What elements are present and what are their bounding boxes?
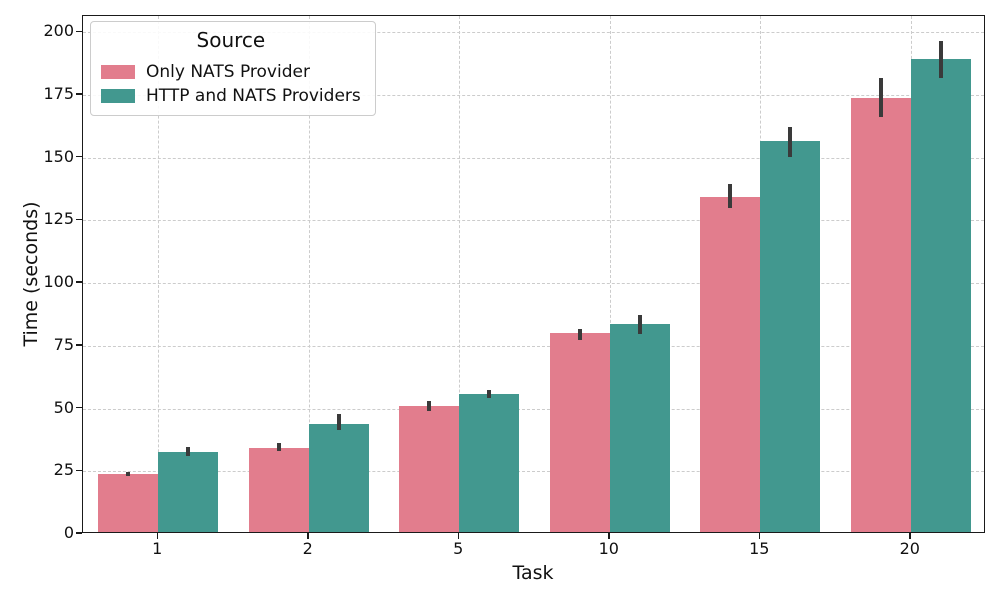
legend-swatch-only-nats-icon: [101, 65, 135, 79]
x-tick-label-15: 15: [749, 539, 770, 558]
y-tick-mark-25: [76, 469, 82, 472]
x-tick-mark-10: [608, 533, 610, 539]
y-tick-label-200: 200: [43, 21, 74, 41]
error-bar-only-nats-task-20: [878, 77, 883, 117]
bar-only-nats-task-15: [700, 196, 761, 532]
y-tick-mark-100: [76, 281, 82, 283]
y-tick-label-75: 75: [53, 334, 74, 354]
legend-label-http-nats: HTTP and NATS Providers: [146, 86, 361, 106]
legend-title: Source: [196, 28, 266, 52]
error-bar-only-nats-task-1: [126, 471, 131, 477]
y-tick-mark-150: [76, 155, 82, 158]
h-gridline-25: [83, 471, 984, 473]
x-tick-label-20: 20: [899, 539, 920, 558]
bar-http-nats-task-2: [308, 423, 369, 532]
bar-http-nats-task-5: [459, 393, 520, 532]
legend-label-only-nats: Only NATS Provider: [146, 62, 310, 82]
bar-http-nats-task-15: [760, 141, 821, 532]
y-tick-label-100: 100: [43, 272, 74, 292]
y-tick-mark-125: [76, 218, 82, 221]
y-tick-mark-175: [76, 93, 82, 95]
v-gridline-2: [308, 16, 310, 532]
legend-item-only-nats: Only NATS Provider: [101, 62, 361, 82]
y-tick-mark-50: [76, 406, 82, 409]
error-bar-http-nats-task-2: [336, 414, 341, 431]
x-tick-mark-5: [457, 533, 459, 539]
error-bar-only-nats-task-10: [577, 328, 582, 340]
error-bar-http-nats-task-20: [938, 41, 943, 79]
legend: Source Only NATS Provider HTTP and NATS …: [90, 21, 376, 116]
x-tick-mark-2: [307, 533, 309, 539]
y-tick-mark-0: [76, 532, 82, 534]
y-tick-label-175: 175: [43, 84, 74, 104]
bar-http-nats-task-10: [609, 323, 670, 532]
error-bar-only-nats-task-5: [427, 400, 432, 411]
h-gridline-50: [83, 408, 984, 410]
y-tick-mark-75: [76, 344, 82, 346]
error-bar-http-nats-task-1: [186, 447, 191, 456]
v-gridline-5: [459, 16, 461, 532]
x-tick-mark-20: [909, 533, 911, 539]
h-gridline-75: [83, 345, 984, 347]
v-gridline-10: [609, 16, 611, 532]
error-bar-only-nats-task-15: [728, 184, 733, 208]
y-tick-label-150: 150: [43, 146, 74, 166]
h-gridline-175: [83, 95, 984, 97]
h-gridline-125: [83, 220, 984, 222]
bar-only-nats-task-2: [248, 447, 309, 532]
bar-only-nats-task-10: [549, 333, 610, 532]
x-tick-mark-15: [758, 533, 760, 539]
x-tick-label-2: 2: [302, 539, 313, 558]
y-tick-label-0: 0: [63, 523, 74, 542]
h-gridline-100: [83, 283, 984, 285]
bar-only-nats-task-1: [98, 474, 159, 532]
y-axis-label: Time (seconds): [20, 201, 42, 347]
legend-swatch-http-nats-icon: [101, 89, 135, 103]
y-tick-mark-200: [76, 30, 82, 33]
y-tick-label-125: 125: [43, 209, 74, 229]
bar-http-nats-task-20: [910, 59, 971, 532]
h-gridline-200: [83, 32, 984, 34]
plot-area: [82, 15, 985, 533]
bar-only-nats-task-20: [850, 97, 911, 532]
error-bar-http-nats-task-5: [487, 390, 492, 398]
error-bar-only-nats-task-2: [276, 442, 281, 452]
x-tick-mark-1: [156, 533, 158, 539]
v-gridline-1: [158, 16, 160, 532]
x-tick-label-5: 5: [453, 539, 464, 558]
y-tick-label-50: 50: [53, 397, 74, 417]
h-gridline-150: [83, 157, 984, 159]
x-tick-label-10: 10: [598, 539, 619, 558]
bar-only-nats-task-5: [399, 405, 460, 532]
y-tick-label-25: 25: [53, 460, 74, 480]
error-bar-http-nats-task-10: [637, 315, 642, 335]
error-bar-http-nats-task-15: [788, 127, 793, 158]
bar-http-nats-task-1: [158, 452, 219, 532]
x-axis-label: Task: [512, 562, 554, 584]
legend-item-http-nats: HTTP and NATS Providers: [101, 86, 361, 106]
x-tick-label-1: 1: [152, 539, 163, 558]
